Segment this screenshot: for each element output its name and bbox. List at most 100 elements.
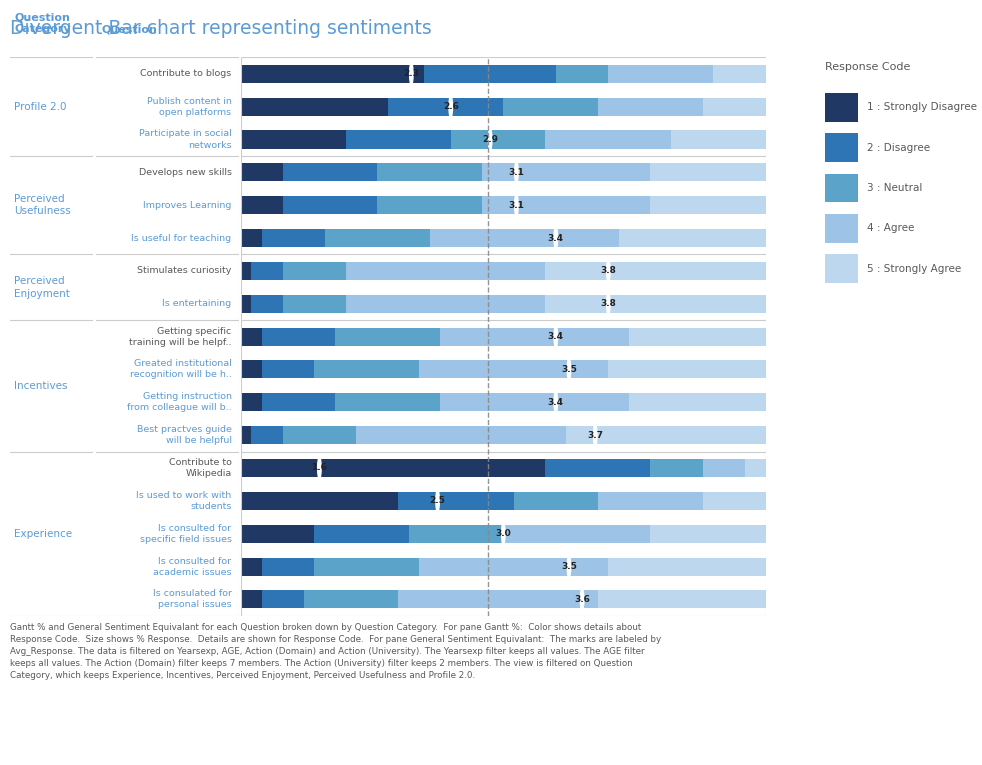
- Bar: [261, 327, 335, 346]
- Bar: [650, 459, 703, 477]
- Bar: [482, 196, 650, 214]
- Bar: [608, 360, 766, 379]
- Bar: [629, 327, 766, 346]
- Text: Perceived
Enjoyment: Perceived Enjoyment: [14, 276, 70, 298]
- Circle shape: [554, 326, 558, 347]
- Circle shape: [568, 359, 571, 380]
- Bar: [261, 360, 314, 379]
- Bar: [545, 295, 766, 313]
- Bar: [241, 262, 251, 280]
- Bar: [241, 196, 283, 214]
- Bar: [251, 295, 283, 313]
- Circle shape: [436, 490, 439, 512]
- Circle shape: [568, 555, 571, 578]
- Bar: [325, 229, 430, 247]
- Bar: [598, 591, 766, 608]
- Bar: [241, 459, 545, 477]
- Text: 3.8: 3.8: [600, 266, 617, 275]
- Text: 2.5: 2.5: [430, 496, 446, 506]
- Bar: [241, 295, 251, 313]
- Bar: [314, 525, 409, 542]
- Text: Profile 2.0: Profile 2.0: [14, 102, 67, 112]
- Text: Is useful for teaching: Is useful for teaching: [132, 233, 232, 243]
- Bar: [703, 492, 766, 510]
- Bar: [346, 295, 545, 313]
- Text: 3.4: 3.4: [548, 398, 564, 407]
- Text: Question: Question: [101, 24, 157, 34]
- Text: Is consulted for
specific field issues: Is consulted for specific field issues: [139, 524, 232, 544]
- Circle shape: [515, 161, 518, 183]
- Bar: [503, 525, 650, 542]
- Bar: [241, 426, 251, 444]
- Bar: [241, 229, 261, 247]
- Bar: [283, 295, 346, 313]
- Bar: [303, 591, 399, 608]
- Bar: [598, 98, 703, 116]
- Bar: [419, 558, 608, 575]
- Text: Incentives: Incentives: [14, 381, 68, 391]
- Bar: [241, 163, 283, 181]
- Text: 3.5: 3.5: [561, 562, 576, 571]
- Bar: [283, 426, 356, 444]
- Bar: [619, 229, 766, 247]
- Text: 5 : Strongly Agree: 5 : Strongly Agree: [867, 264, 961, 274]
- Text: 2.3: 2.3: [404, 70, 419, 78]
- Text: Develops new skills: Develops new skills: [138, 168, 232, 177]
- Text: Best practves guide
will be helpful: Best practves guide will be helpful: [136, 425, 232, 445]
- Text: Contribute to blogs: Contribute to blogs: [140, 70, 232, 78]
- Circle shape: [593, 425, 597, 446]
- Bar: [283, 262, 346, 280]
- Circle shape: [554, 392, 558, 413]
- Bar: [825, 214, 858, 243]
- Bar: [399, 591, 598, 608]
- Text: 3.1: 3.1: [509, 200, 524, 210]
- Bar: [608, 65, 713, 83]
- Text: 3.6: 3.6: [574, 595, 590, 604]
- Text: Question
Category: Question Category: [15, 12, 72, 34]
- Bar: [545, 459, 650, 477]
- Bar: [241, 65, 424, 83]
- Bar: [825, 93, 858, 122]
- Text: 2 : Disagree: 2 : Disagree: [867, 143, 931, 153]
- Bar: [251, 262, 283, 280]
- Text: Divergent Bar chart representing sentiments: Divergent Bar chart representing sentime…: [10, 19, 431, 38]
- Bar: [703, 459, 745, 477]
- Bar: [261, 229, 325, 247]
- Circle shape: [317, 457, 321, 479]
- Circle shape: [554, 227, 558, 249]
- Bar: [261, 558, 314, 575]
- Bar: [419, 360, 608, 379]
- Bar: [241, 492, 399, 510]
- Bar: [503, 98, 598, 116]
- Text: 3.4: 3.4: [548, 332, 564, 341]
- Text: 1 : Strongly Disagree: 1 : Strongly Disagree: [867, 103, 977, 112]
- Bar: [825, 133, 858, 162]
- Bar: [241, 591, 261, 608]
- Bar: [556, 65, 608, 83]
- Text: Perceived
Usefulness: Perceived Usefulness: [14, 194, 71, 216]
- Text: 3 : Neutral: 3 : Neutral: [867, 183, 923, 193]
- Bar: [377, 163, 482, 181]
- Bar: [241, 327, 261, 346]
- Bar: [703, 98, 766, 116]
- Bar: [629, 393, 766, 412]
- Bar: [314, 360, 419, 379]
- Bar: [377, 196, 482, 214]
- Bar: [261, 393, 335, 412]
- Text: Is consulted for
academic issues: Is consulted for academic issues: [153, 556, 232, 577]
- Text: Is consulated for
personal issues: Is consulated for personal issues: [152, 589, 232, 610]
- Text: 2.6: 2.6: [443, 103, 459, 111]
- Text: Greated institutional
recognition will be h..: Greated institutional recognition will b…: [130, 360, 232, 379]
- Bar: [598, 492, 703, 510]
- Bar: [409, 525, 503, 542]
- Text: Contribute to
Wikipedia: Contribute to Wikipedia: [169, 458, 232, 478]
- Circle shape: [580, 588, 584, 610]
- Bar: [430, 229, 619, 247]
- Bar: [440, 327, 629, 346]
- Text: 3.1: 3.1: [509, 168, 524, 177]
- Bar: [346, 262, 545, 280]
- Text: 3.4: 3.4: [548, 233, 564, 243]
- Circle shape: [502, 522, 505, 545]
- Bar: [335, 327, 440, 346]
- Text: Getting instruction
from colleague will b..: Getting instruction from colleague will …: [127, 392, 232, 412]
